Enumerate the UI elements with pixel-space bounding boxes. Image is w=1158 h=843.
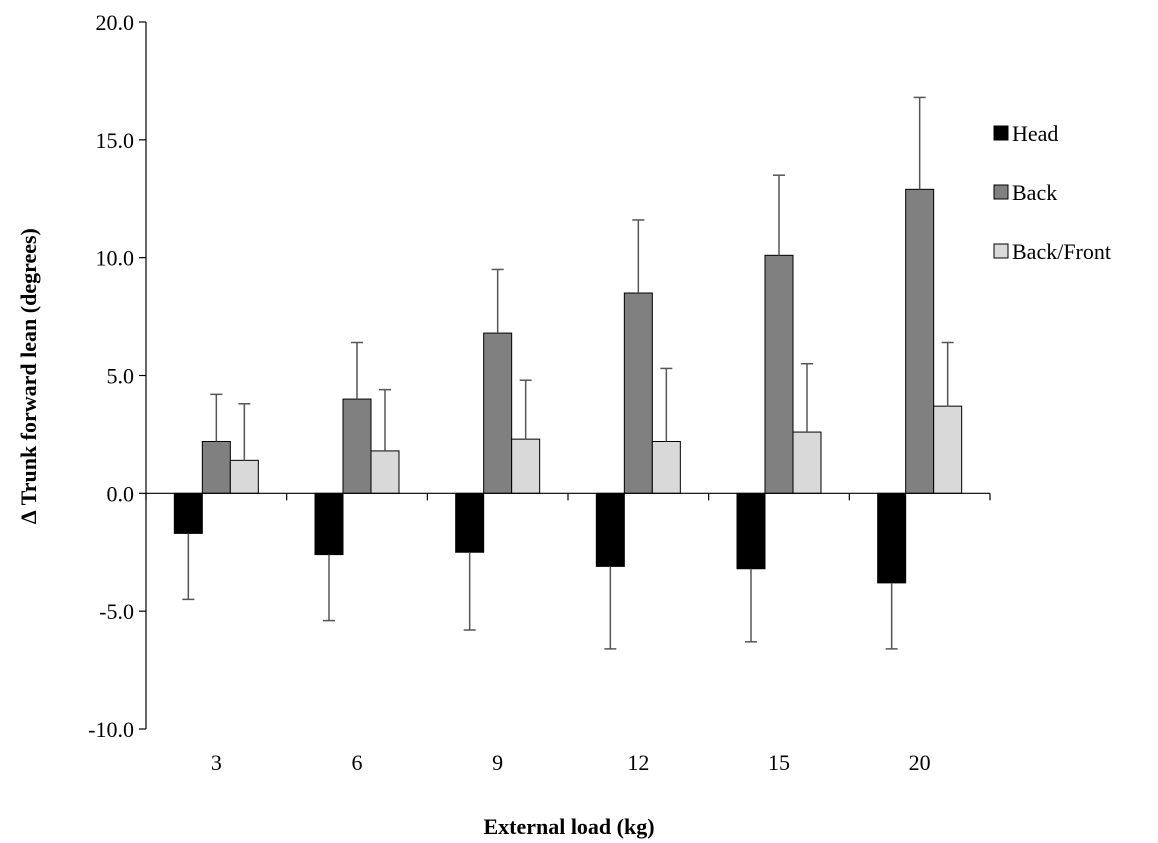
bar-head-15 — [736, 492, 766, 570]
legend-swatch-back — [993, 184, 1009, 200]
x-tick-label: 12 — [627, 750, 649, 775]
x-tick-label: 9 — [492, 750, 503, 775]
bar-back-front-3 — [229, 459, 259, 494]
bar-back-3 — [201, 440, 231, 494]
bars-layer — [173, 188, 963, 584]
bar-back-15 — [764, 254, 794, 494]
axes-layer: -10.0 -5.0 0.0 5.0 10.0 15.0 20.0 3 6 9 12 15 20 — [88, 10, 991, 775]
x-axis-title: External load (kg) — [483, 814, 654, 839]
y-tick-label: 20.0 — [96, 10, 135, 35]
legend-label-head: Head — [1012, 121, 1058, 146]
error-bars-layer — [182, 96, 954, 650]
x-tick-label: 15 — [768, 750, 790, 775]
y-tick-label: 5.0 — [107, 364, 135, 389]
bar-back-front-12 — [651, 440, 681, 494]
x-tick-label: 20 — [909, 750, 931, 775]
bar-back-20 — [905, 188, 935, 494]
y-tick-label: 0.0 — [107, 481, 135, 506]
bar-head-6 — [314, 492, 344, 556]
y-tick-label: -5.0 — [99, 599, 134, 624]
bar-head-20 — [877, 492, 907, 584]
legend-swatch-head — [993, 125, 1009, 141]
x-tick-label: 6 — [352, 750, 363, 775]
y-tick-label: -10.0 — [88, 717, 134, 742]
bar-head-3 — [173, 492, 203, 534]
bar-back-front-15 — [792, 431, 822, 494]
bar-back-12 — [623, 292, 653, 494]
bar-back-9 — [483, 332, 513, 494]
legend-swatch-back-front — [993, 243, 1009, 259]
y-axis-title: ∆ Trunk forward lean (degrees) — [16, 228, 41, 524]
bar-back-front-6 — [370, 450, 400, 494]
bar-back-front-9 — [511, 438, 541, 494]
bar-back-6 — [342, 398, 372, 494]
bar-head-12 — [595, 492, 625, 567]
y-tick-label: 15.0 — [96, 128, 135, 153]
legend: Head Back Back/Front — [993, 121, 1111, 264]
y-tick-label: 10.0 — [96, 246, 135, 271]
bar-back-front-20 — [933, 405, 963, 494]
legend-label-back: Back — [1012, 180, 1057, 205]
bar-head-9 — [455, 492, 485, 553]
legend-label-back-front: Back/Front — [1012, 239, 1111, 264]
x-tick-label: 3 — [211, 750, 222, 775]
